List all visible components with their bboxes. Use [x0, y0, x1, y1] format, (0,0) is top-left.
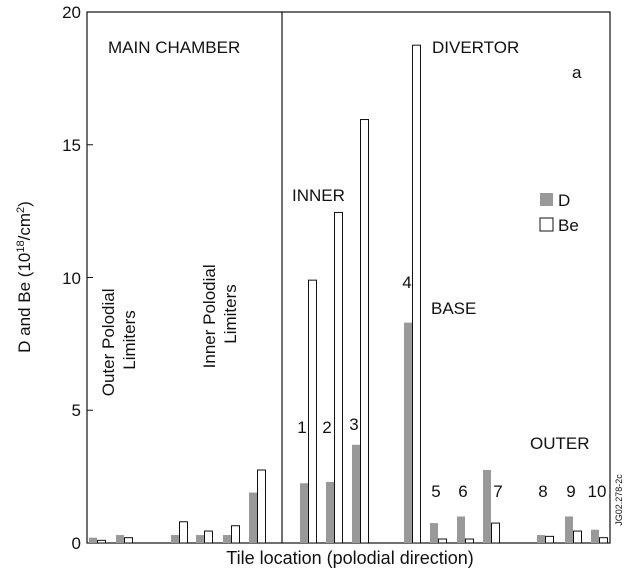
bar-be-7 — [308, 279, 317, 544]
label-inner: INNER — [292, 186, 345, 205]
tile-number-4: 4 — [402, 273, 411, 292]
y-tick-label-15: 15 — [62, 136, 81, 155]
bar-be-4 — [204, 530, 213, 544]
bar-d-9 — [352, 444, 360, 543]
bar-d-1 — [89, 537, 97, 543]
bar-be-2 — [124, 537, 133, 544]
bar-be-13 — [491, 522, 500, 544]
bar-be-12 — [465, 538, 474, 544]
tile-number-10: 10 — [588, 482, 607, 501]
bar-d-2 — [116, 535, 124, 543]
tile-number-1: 1 — [297, 418, 306, 437]
bar-be-8 — [334, 211, 343, 544]
bar-d-13 — [483, 469, 491, 543]
y-tick-10: 10 — [62, 269, 93, 288]
x-axis-label: Tile location (polodial direction) — [226, 548, 473, 568]
annotations: MAIN CHAMBER DIVERTOR a INNER BASE OUTER… — [99, 38, 624, 526]
bar-d-10 — [404, 322, 412, 543]
bar-be-14 — [545, 535, 554, 544]
bar-be-10 — [412, 44, 421, 544]
y-axis: 0 5 10 15 20 D and Be (1018/cm2) — [15, 3, 93, 553]
y-tick-0: 0 — [72, 534, 93, 553]
tile-number-5: 5 — [431, 482, 440, 501]
bar-be-5 — [231, 525, 240, 544]
bar-d-12 — [457, 516, 465, 543]
legend-label-d: D — [558, 191, 570, 210]
bar-be-6 — [257, 469, 266, 544]
legend: D Be — [539, 191, 579, 235]
y-tick-label-5: 5 — [72, 401, 81, 420]
label-outer-limiters: Outer Polodial Limiters — [99, 284, 139, 396]
bar-be-1 — [97, 539, 106, 544]
bar-be-11 — [438, 538, 447, 544]
bar-d-6 — [249, 492, 257, 543]
y-tick-label-20: 20 — [62, 3, 81, 22]
tile-number-7: 7 — [493, 482, 502, 501]
bar-be-16 — [599, 537, 608, 544]
bar-be-15 — [573, 530, 582, 544]
bar-d-3 — [171, 535, 179, 543]
label-divertor: DIVERTOR — [432, 38, 519, 57]
label-main-chamber: MAIN CHAMBER — [108, 38, 240, 57]
tile-number-2: 2 — [322, 418, 331, 437]
bars — [89, 44, 608, 544]
bar-be-9 — [360, 119, 369, 544]
y-tick-5: 5 — [72, 401, 93, 420]
legend-swatch-be — [539, 217, 554, 232]
legend-label-be: Be — [558, 216, 579, 235]
bar-d-16 — [591, 529, 599, 543]
bar-d-8 — [326, 481, 334, 543]
y-tick-15: 15 — [62, 136, 93, 155]
bar-d-7 — [300, 483, 308, 543]
bar-d-15 — [565, 516, 573, 543]
y-tick-label-10: 10 — [62, 269, 81, 288]
label-base: BASE — [431, 299, 476, 318]
tile-number-3: 3 — [349, 415, 358, 434]
label-inner-limiters: Inner Polodial Limiters — [200, 260, 240, 369]
y-tick-label-0: 0 — [72, 534, 81, 553]
figure-reference: JG02.278-2c — [614, 474, 624, 526]
label-panel: a — [572, 63, 582, 82]
bar-d-14 — [537, 535, 545, 543]
y-tick-20: 20 — [62, 3, 93, 22]
bar-be-3 — [179, 521, 188, 544]
plot-border — [86, 11, 611, 544]
y-axis-label: D and Be (1018/cm2) — [15, 201, 34, 353]
label-outer: OUTER — [530, 434, 590, 453]
tile-number-6: 6 — [458, 482, 467, 501]
bar-d-11 — [430, 523, 438, 543]
plot-frame — [86, 11, 611, 544]
legend-swatch-d — [540, 193, 553, 206]
bar-d-4 — [196, 535, 204, 543]
bar-d-5 — [223, 535, 231, 543]
tile-number-9: 9 — [566, 482, 575, 501]
tile-number-8: 8 — [538, 482, 547, 501]
